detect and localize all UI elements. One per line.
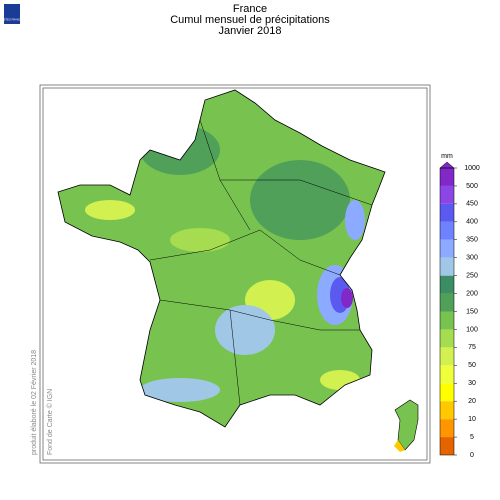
title: France (233, 3, 267, 15)
map-frame-inner (42, 87, 428, 461)
colorbar-label: 300 (466, 255, 478, 262)
region-borders (149, 119, 373, 406)
colorbar-label: 0 (470, 452, 474, 459)
colorbar-label: 500 (466, 183, 478, 190)
colorbar-segment (440, 168, 454, 186)
colorbar-label: 50 (468, 362, 476, 369)
legend-unit: mm (441, 153, 453, 160)
colorbar-label: 30 (468, 380, 476, 387)
colorbar-segment (440, 419, 454, 438)
colorbar-segment (440, 185, 454, 204)
colorbar-segment (440, 365, 454, 384)
colorbar-segment (440, 239, 454, 258)
logo-text: METEO FRANCE (2, 18, 23, 22)
colorbar-segment (440, 311, 454, 330)
colorbar-extend (439, 161, 455, 169)
colorbar-label: 20 (468, 398, 476, 405)
logo (4, 4, 20, 24)
france (58, 90, 385, 427)
colorbar: 0 5 10 20 30 50 75 100 150 200 250 300 350 400 450 500 1… (439, 161, 480, 459)
credit-note: Fond de Carte © IGN (46, 389, 54, 455)
colorbar-label: 400 (466, 219, 478, 226)
colorbar-label: 1000 (464, 165, 480, 172)
colorbar-label: 250 (466, 272, 478, 279)
france-border (57, 89, 386, 428)
colorbar-label: 5 (470, 434, 474, 441)
colorbar-segment (440, 257, 454, 276)
colorbar-segment (440, 293, 454, 312)
colorbar-label: 450 (466, 201, 478, 208)
colorbar-segment (440, 275, 454, 294)
colorbar-segment (440, 203, 454, 222)
subtitle: Cumul mensuel de précipitations (170, 14, 330, 26)
colorbar-segment (440, 347, 454, 366)
produced-note: produit élaboré le 02 Février 2018 (31, 350, 38, 455)
colorbar-label: 350 (466, 237, 478, 244)
colorbar-segment (440, 221, 454, 240)
colorbar-label: 10 (468, 416, 476, 423)
colorbar-label: 100 (466, 326, 478, 333)
colorbar-segment (440, 383, 454, 402)
colorbar-segment (440, 437, 454, 455)
colorbar-segment (440, 329, 454, 348)
corsica-south (394, 440, 405, 452)
colorbar-label: 75 (468, 344, 476, 351)
colorbar-segment (440, 401, 454, 420)
colorbar-label: 200 (466, 290, 478, 297)
colorbar-label: 150 (466, 308, 478, 315)
map-frame (39, 84, 431, 464)
period: Janvier 2018 (219, 25, 282, 37)
